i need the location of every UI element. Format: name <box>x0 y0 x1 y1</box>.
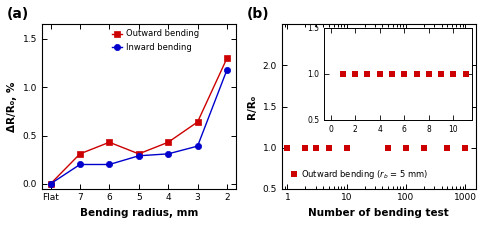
Line: Inward bending: Inward bending <box>47 67 229 187</box>
Point <box>342 146 350 149</box>
Outward bending <box>106 141 112 144</box>
Inward bending <box>165 153 171 155</box>
Outward bending <box>165 141 171 144</box>
Outward bending <box>194 121 200 123</box>
Point <box>383 146 391 149</box>
Y-axis label: R/R₀: R/R₀ <box>246 94 257 119</box>
Outward bending <box>47 182 53 185</box>
Point <box>283 146 291 149</box>
Legend: Outward bending ($\it{r}_b$ = 5 mm): Outward bending ($\it{r}_b$ = 5 mm) <box>287 166 429 183</box>
Point <box>460 146 468 149</box>
Inward bending <box>77 163 83 166</box>
Text: (b): (b) <box>246 7 269 21</box>
Outward bending <box>77 153 83 155</box>
Inward bending <box>106 163 112 166</box>
Inward bending <box>224 68 229 71</box>
Text: (a): (a) <box>7 7 29 21</box>
Outward bending <box>136 153 141 155</box>
Point <box>401 146 409 149</box>
Outward bending <box>224 57 229 60</box>
Point <box>311 146 319 149</box>
Point <box>324 146 332 149</box>
X-axis label: Bending radius, mm: Bending radius, mm <box>79 208 197 218</box>
Point <box>301 146 308 149</box>
Inward bending <box>136 154 141 157</box>
Point <box>419 146 427 149</box>
Legend: Outward bending, Inward bending: Outward bending, Inward bending <box>110 27 201 54</box>
Line: Outward bending: Outward bending <box>47 55 229 187</box>
Inward bending <box>194 145 200 147</box>
Inward bending <box>47 182 53 185</box>
Y-axis label: ΔR/R₀, %: ΔR/R₀, % <box>7 81 17 132</box>
Point <box>443 146 451 149</box>
X-axis label: Number of bending test: Number of bending test <box>308 208 448 218</box>
